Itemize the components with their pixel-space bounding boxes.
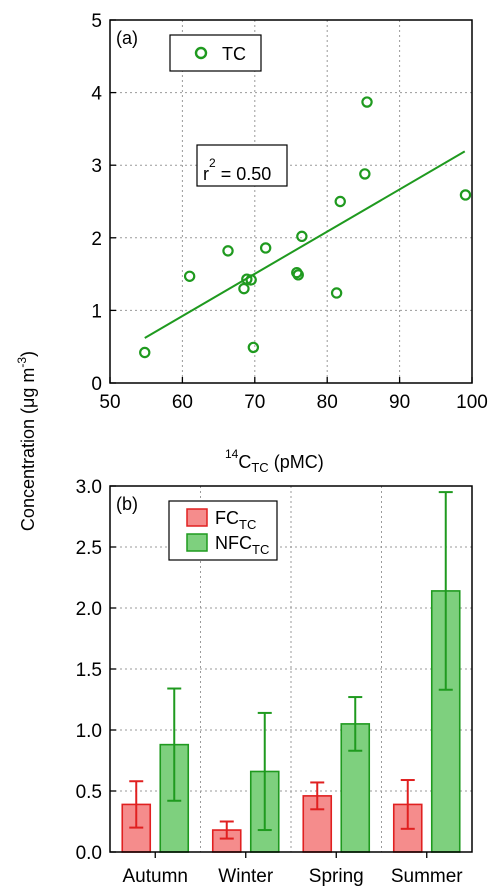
r-squared-text: r2 = 0.50 — [203, 156, 271, 184]
scatter-point — [139, 346, 151, 359]
x-category-label: Winter — [218, 866, 274, 887]
r-squared-annotation: r2 = 0.50 — [196, 144, 288, 187]
y-tick-label: 0 — [91, 374, 102, 395]
y-tick-label: 2 — [91, 229, 102, 250]
regression-line — [144, 150, 466, 339]
x-category-label: Summer — [391, 866, 463, 887]
x-tick-label: 80 — [317, 392, 338, 413]
y-tick-label: 3 — [91, 156, 102, 177]
panel-b-bars: 0.0 0.5 1.0 1.5 2.0 2.5 3.0 Autumn Winter Spring S… — [76, 477, 473, 887]
y-tick-label: 0.0 — [76, 843, 102, 864]
scatter-points — [139, 96, 472, 359]
y-tick-label: 3.0 — [76, 477, 102, 498]
panel-a-legend: TC — [169, 34, 262, 72]
scatter-point — [292, 269, 304, 281]
y-tick-label: 2.0 — [76, 599, 102, 620]
scatter-point — [359, 168, 371, 180]
x-category-label: Spring — [309, 866, 364, 887]
scatter-point — [259, 242, 272, 254]
x-tick-label: 60 — [172, 392, 193, 413]
panel-a-grid — [110, 20, 472, 383]
scatter-point — [330, 287, 343, 299]
x-tick-label: 50 — [99, 392, 120, 413]
panel-a-scatter: 50 60 70 80 90 100 0 1 2 3 4 5 (a) TC r2 = 0.50 14C… — [91, 11, 487, 475]
scatter-point — [245, 274, 257, 286]
scatter-point — [334, 195, 346, 208]
r-squared-box — [196, 144, 288, 187]
y-tick-label: 4 — [91, 84, 102, 105]
scatter-point — [361, 96, 373, 108]
y-tick-label: 2.5 — [76, 538, 102, 559]
x-category-label: Autumn — [123, 866, 188, 887]
legend-marker-tc — [194, 46, 208, 60]
y-tick-label: 1.5 — [76, 660, 102, 681]
panel-a-plot-frame — [109, 19, 473, 384]
panel-b-label: (b) — [116, 494, 138, 514]
y-tick-label: 0.5 — [76, 782, 102, 803]
panel-b-legend: FCTC NFCTC — [168, 500, 278, 561]
scatter-point — [183, 270, 196, 282]
panel-a-ticks: 50 60 70 80 90 100 0 1 2 3 4 5 — [91, 11, 487, 413]
y-axis-label: Concentration (μg m-3) — [15, 351, 38, 531]
y-tick-label: 1 — [91, 301, 102, 322]
x-tick-label: 100 — [456, 392, 488, 413]
scatter-point — [222, 245, 234, 257]
scatter-point — [241, 273, 253, 285]
panel-a-label: (a) — [116, 28, 138, 48]
scatter-point — [296, 230, 308, 243]
scatter-point — [247, 341, 260, 354]
panel-b-ticks: 0.0 0.5 1.0 1.5 2.0 2.5 3.0 Autumn Winter Spring S… — [76, 477, 464, 887]
legend-swatch-nfc — [186, 533, 208, 552]
y-tick-label: 5 — [91, 11, 102, 32]
legend-swatch-fc — [186, 508, 208, 527]
bar-marks — [121, 491, 461, 853]
scatter-point — [459, 189, 472, 201]
panel-a-x-axis-label: 14CTC (pMC) — [225, 447, 324, 475]
legend-label-tc: TC — [222, 44, 246, 64]
y-tick-label: 1.0 — [76, 721, 102, 742]
scatter-point — [238, 282, 250, 295]
x-tick-label: 90 — [389, 392, 410, 413]
legend-label-fc: FCTC — [215, 508, 256, 532]
legend-label-nfc: NFCTC — [215, 533, 269, 557]
panel-a-legend-box — [169, 34, 262, 72]
x-tick-label: 70 — [244, 392, 265, 413]
